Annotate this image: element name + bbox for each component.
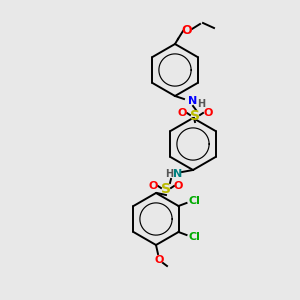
Text: Cl: Cl bbox=[189, 232, 200, 242]
Text: O: O bbox=[177, 108, 187, 118]
Text: N: N bbox=[173, 169, 183, 179]
Text: O: O bbox=[203, 108, 213, 118]
Text: O: O bbox=[173, 181, 183, 191]
Text: S: S bbox=[190, 109, 200, 123]
Text: Cl: Cl bbox=[189, 196, 200, 206]
Text: O: O bbox=[182, 25, 192, 38]
Text: O: O bbox=[148, 181, 158, 191]
Text: H: H bbox=[165, 169, 173, 179]
Text: S: S bbox=[161, 182, 171, 196]
Text: H: H bbox=[197, 99, 205, 109]
Text: O: O bbox=[154, 255, 164, 265]
Text: N: N bbox=[188, 96, 198, 106]
